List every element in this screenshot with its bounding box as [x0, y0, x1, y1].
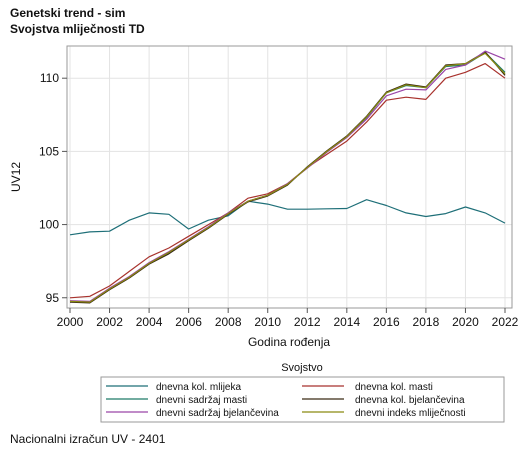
- y-axis-label: UV12: [9, 162, 23, 192]
- y-tick-label: 110: [40, 71, 59, 85]
- x-tick-label: 2002: [96, 315, 123, 329]
- legend-label: dnevna kol. bjelančevina: [355, 395, 465, 406]
- x-tick-label: 2012: [294, 315, 321, 329]
- plot-area-background: [67, 46, 512, 308]
- x-tick-label: 2018: [413, 315, 440, 329]
- legend-label: dnevna kol. masti: [355, 382, 433, 393]
- series-line-1: [69, 199, 506, 236]
- x-tick-label: 2006: [175, 315, 202, 329]
- y-tick-label: 100: [39, 218, 59, 232]
- y-tick-label: 105: [39, 144, 59, 158]
- gridlines: [67, 46, 512, 308]
- plot-area-frame: [66, 45, 513, 309]
- series-line-6: [69, 52, 506, 303]
- x-axis-label: Godina rođenja: [248, 335, 330, 349]
- x-tick-label: 2014: [333, 315, 360, 329]
- x-axis-ticks: 2000 2002 2004 2006 2008 2010 2012 2014 2016 2018…: [57, 308, 519, 329]
- legend-label: dnevni sadržaj masti: [156, 395, 247, 406]
- footnote: Nacionalni izračun UV - 2401: [10, 432, 166, 446]
- legend-label: dnevna kol. mlijeka: [156, 382, 241, 393]
- x-tick-label: 2008: [215, 315, 242, 329]
- legend: Svojstvo dnevna kol. mlijeka dnevna kol. …: [100, 362, 505, 423]
- chart-subtitle: Svojstva mliječnosti TD: [10, 22, 145, 36]
- legend-title: Svojstvo: [281, 362, 323, 374]
- x-tick-label: 2020: [452, 315, 479, 329]
- x-tick-label: 2022: [492, 315, 519, 329]
- series-lines: [69, 50, 506, 304]
- y-tick-label: 95: [46, 291, 60, 305]
- legend-label: dnevni indeks mliječnosti: [355, 408, 466, 419]
- x-tick-label: 2016: [373, 315, 400, 329]
- chart-title: Genetski trend - sim: [10, 6, 126, 20]
- y-axis-ticks: 95 100 105 110: [39, 71, 67, 305]
- legend-label: dnevni sadržaj bjelančevina: [156, 408, 279, 419]
- x-tick-label: 2004: [136, 315, 163, 329]
- x-tick-label: 2000: [57, 315, 84, 329]
- legend-items: dnevna kol. mlijeka dnevna kol. masti dnev…: [106, 382, 466, 419]
- x-tick-label: 2010: [254, 315, 281, 329]
